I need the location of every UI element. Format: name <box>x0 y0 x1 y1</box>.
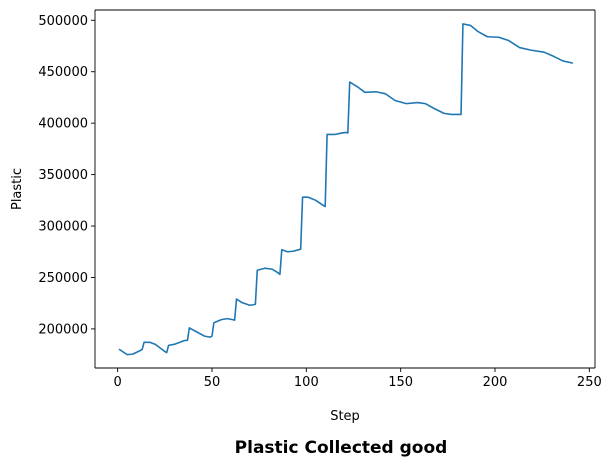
series-line-0 <box>118 23 574 356</box>
data-layer <box>118 23 574 356</box>
y-tick-label: 300000 <box>38 220 88 235</box>
y-tick-label: 350000 <box>38 168 88 183</box>
y-tick-label: 250000 <box>38 271 88 286</box>
x-tick-label: 50 <box>204 375 221 390</box>
x-tick-label: 150 <box>388 375 413 390</box>
y-tick-label: 400000 <box>38 117 88 132</box>
x-tick-label: 200 <box>483 375 508 390</box>
y-tick-label: 200000 <box>38 322 88 337</box>
axes-layer <box>94 9 596 369</box>
y-axis-ticks: 200000 250000 300000 350000 400000 450000 5000… <box>38 14 95 337</box>
x-axis-ticks: 0 50 100 150 200 250 <box>114 368 602 390</box>
y-tick-label: 500000 <box>38 14 88 29</box>
x-tick-label: 250 <box>577 375 602 390</box>
x-axis-label: Step <box>330 409 360 424</box>
y-axis-label: Plastic <box>10 168 25 210</box>
x-tick-label: 0 <box>114 375 122 390</box>
y-tick-label: 450000 <box>38 65 88 80</box>
plot-area <box>95 10 595 368</box>
x-tick-label: 100 <box>294 375 319 390</box>
chart-title: Plastic Collected good <box>235 438 448 458</box>
